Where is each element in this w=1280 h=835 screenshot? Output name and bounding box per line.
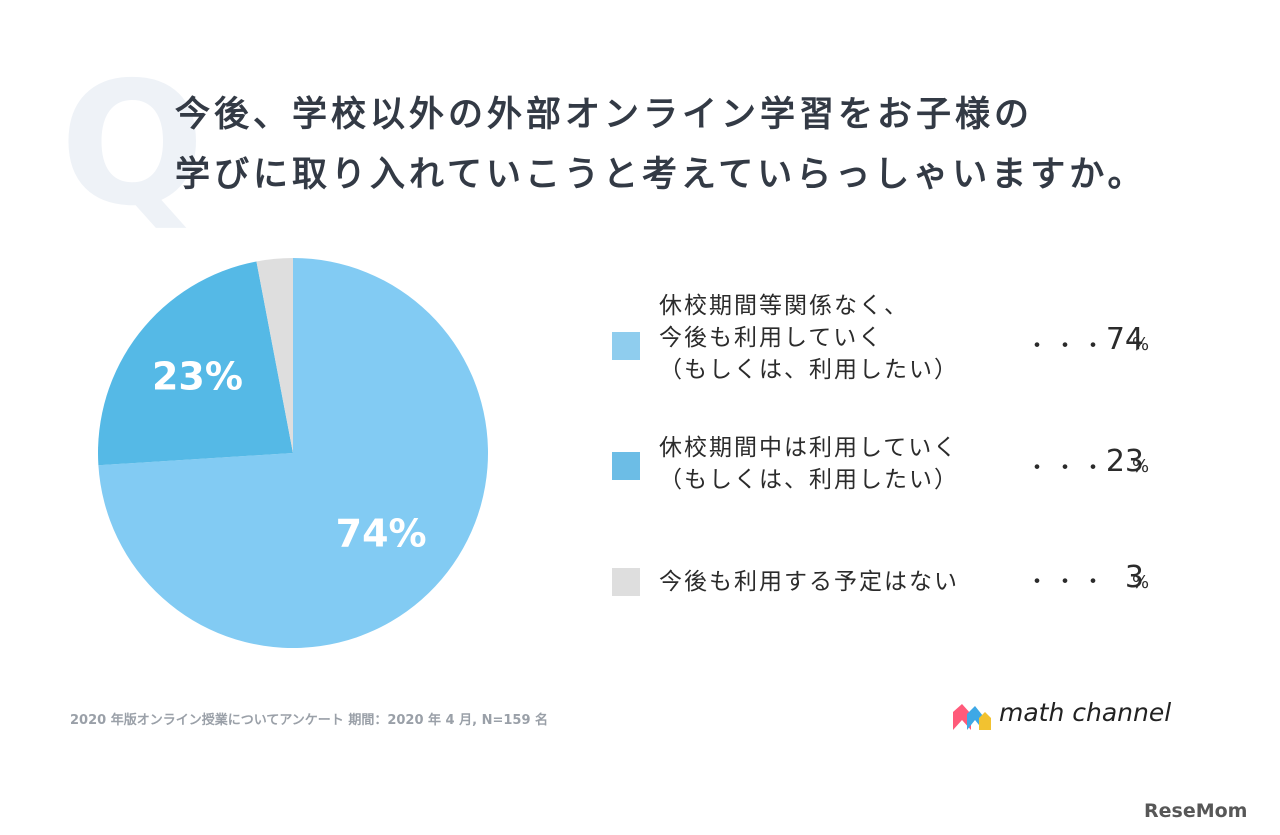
resemom-watermark: ReseMom [1144,800,1248,822]
pie-data-label-1: 23% [152,354,243,398]
legend-label: 休校期間等関係なく、 今後も利用していく （もしくは、利用したい） [659,290,959,386]
legend-value: 23 [1105,444,1144,479]
legend-label-line: 今後も利用する予定はない [659,569,959,595]
legend-label-line: （もしくは、利用したい） [659,357,959,383]
pie-chart: 74% 23% [98,258,489,648]
legend-dots: ・・・ [1026,334,1111,359]
legend-unit: % [1132,456,1150,477]
legend-dots: ・・・ [1026,456,1111,481]
survey-footnote: 2020 年版オンライン授業についてアンケート 期間：2020 年 4 月, N… [70,713,549,728]
pie-slice-0 [98,258,489,648]
legend-value: 3 [1124,560,1144,595]
pie-slice-2 [256,258,293,453]
legend-label-line: 今後も利用していく [659,325,884,351]
legend-swatch [612,452,640,480]
question-title: 今後、学校以外の外部オンライン学習をお子様の 学びに取り入れていこうと考えていら… [175,85,1255,205]
legend-value: 74 [1105,322,1144,357]
question-title-line-2: 学びに取り入れていこうと考えていらっしゃいますか。 [175,155,1147,195]
legend-label-line: 休校期間中は利用していく [659,435,959,461]
legend-swatch [612,568,640,596]
brand-name: math channel [999,698,1172,727]
pie-slice-1 [98,261,293,466]
legend-label: 休校期間中は利用していく （もしくは、利用したい） [659,432,959,496]
legend-dots: ・・・ [1026,570,1111,595]
legend-unit: % [1132,334,1150,355]
legend-label-line: （もしくは、利用したい） [659,467,959,493]
q-watermark-letter: Q [60,46,205,244]
legend-swatch [612,332,640,360]
legend: 休校期間等関係なく、 今後も利用していく （もしくは、利用したい） ・・・ 74… [612,290,1172,630]
legend-unit: % [1132,572,1150,593]
pie-data-label-0: 74% [336,511,427,555]
legend-label: 今後も利用する予定はない [659,566,959,598]
question-title-line-1: 今後、学校以外の外部オンライン学習をお子様の [175,95,1034,135]
legend-label-line: 休校期間等関係なく、 [659,293,909,319]
math-channel-logo-icon [953,704,991,730]
